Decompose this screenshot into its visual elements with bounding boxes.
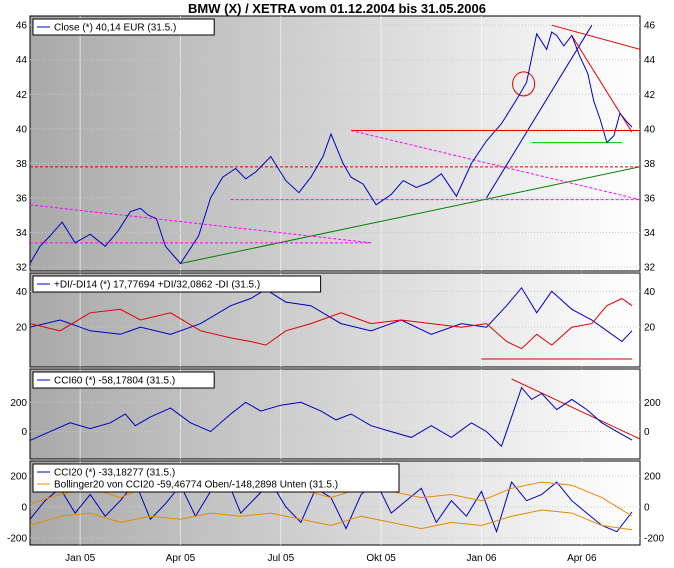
legend-entry-dmi-0: +DI/-DI14 (*) 17,77694 +DI/32,0862 -DI (… (54, 280, 260, 291)
y-tick-left-price-3: 40 (16, 124, 28, 135)
y-tick-right-price-1: 44 (644, 55, 656, 66)
x-tick-5: Apr 06 (567, 553, 597, 564)
y-tick-left-cci60-1: 0 (21, 427, 27, 438)
y-tick-left-price-6: 34 (16, 228, 28, 239)
y-tick-right-price-3: 40 (644, 124, 656, 135)
series-cci20-1 (29, 481, 633, 517)
x-tick-4: Jan 06 (466, 553, 496, 564)
legend-entry-cci60-0: CCI60 (*) -58,17804 (31.5.) (54, 376, 175, 387)
y-tick-right-price-4: 38 (644, 159, 656, 170)
x-tick-3: Okt 05 (366, 553, 396, 564)
y-tick-right-price-0: 46 (644, 21, 656, 32)
trendline-support (180, 166, 641, 265)
y-tick-right-cci20-0: 200 (644, 471, 661, 482)
y-tick-left-dmi-0: 40 (16, 287, 28, 298)
y-tick-left-price-2: 42 (16, 90, 28, 101)
series-price-0 (29, 31, 633, 265)
y-tick-right-price-7: 32 (644, 263, 656, 274)
y-tick-right-cci20-2: -200 (644, 533, 664, 544)
y-tick-right-cci60-0: 200 (644, 398, 661, 409)
x-tick-0: Jan 05 (65, 553, 95, 564)
y-tick-left-cci60-0: 200 (10, 398, 27, 409)
y-tick-left-cci20-1: 0 (21, 502, 27, 513)
y-tick-left-price-7: 32 (16, 263, 28, 274)
legend-entry-cci20-1: Bollinger20 von CCI20 -59,46774 Oben/-14… (54, 480, 338, 491)
channel-magenta-4 (350, 130, 641, 201)
x-tick-1: Apr 05 (166, 553, 196, 564)
legend-box-price (32, 18, 215, 36)
series-dmi-1 (29, 297, 633, 350)
trendline-top-red (551, 24, 641, 50)
y-tick-right-dmi-0: 40 (644, 287, 656, 298)
y-tick-right-price-5: 36 (644, 193, 656, 204)
channel-magenta-1 (29, 204, 372, 244)
legend-entry-cci20-0: CCI20 (*) -33,18277 (31.5.) (54, 468, 175, 479)
chart-title: BMW (X) / XETRA vom 01.12.2004 bis 31.05… (188, 1, 486, 16)
y-tick-right-price-6: 34 (644, 228, 656, 239)
x-tick-2: Jul 05 (267, 553, 294, 564)
legend-box-dmi (32, 275, 322, 293)
y-tick-left-cci20-0: 200 (10, 471, 27, 482)
y-tick-right-cci20-1: 0 (644, 502, 650, 513)
legend-entry-price-0: Close (*) 40,14 EUR (31.5.) (54, 23, 176, 34)
series-cci60-0 (29, 386, 633, 448)
y-tick-left-price-4: 38 (16, 159, 28, 170)
y-tick-left-price-5: 36 (16, 193, 28, 204)
y-tick-left-price-0: 46 (16, 21, 28, 32)
highlight-circle (512, 71, 536, 97)
y-tick-right-price-2: 42 (644, 90, 656, 101)
series-dmi-0 (29, 286, 633, 343)
y-tick-right-dmi-1: 20 (644, 323, 656, 334)
trendline-up (486, 24, 593, 199)
cci60-downtrend (511, 378, 641, 440)
series-cci20-2 (29, 509, 633, 531)
y-tick-left-dmi-1: 20 (16, 323, 28, 334)
y-tick-right-cci60-1: 0 (644, 427, 650, 438)
y-tick-left-price-1: 44 (16, 55, 28, 66)
legend-box-cci20 (32, 463, 400, 493)
legend-box-cci60 (32, 371, 215, 389)
y-tick-left-cci20-2: -200 (7, 533, 27, 544)
